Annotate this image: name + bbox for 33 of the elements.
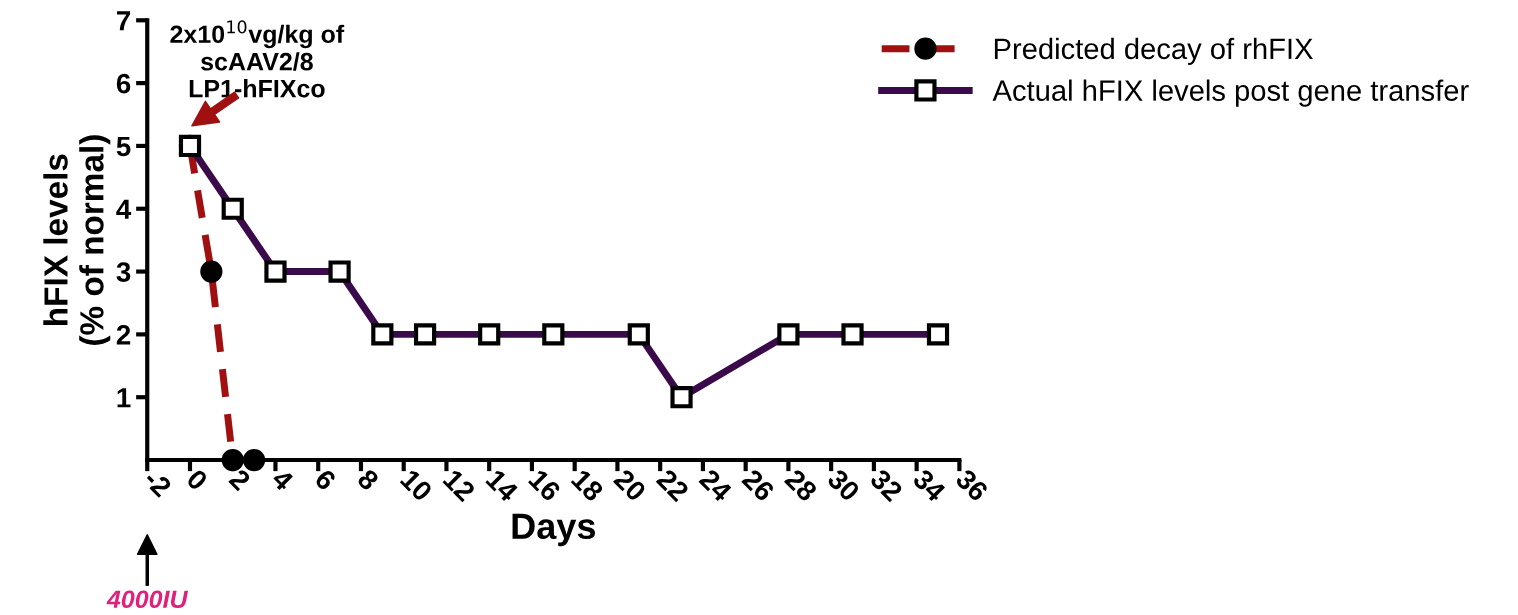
x-tick-label: 8 <box>356 467 380 492</box>
y-axis-title: hFIX levels (% of normal) <box>43 135 111 345</box>
x-tick-label: 34 <box>911 467 948 504</box>
y-tick-label: 4 <box>116 199 132 219</box>
x-tick-label: 6 <box>313 468 338 492</box>
x-tick-label: -2 <box>142 468 173 498</box>
legend-label: Actual hFIX levels post gene transfer <box>992 79 1469 107</box>
x-tick-label: 36 <box>954 467 990 503</box>
x-tick-label: 26 <box>741 468 776 503</box>
x-tick-label: 22 <box>655 468 690 503</box>
x-tick-label: 30 <box>826 467 861 503</box>
y-tick-label: 7 <box>117 11 131 31</box>
x-tick-label: 14 <box>485 468 520 503</box>
x-tick-label: 2 <box>228 468 252 492</box>
x-tick-label: 28 <box>783 468 819 503</box>
x-tick-label: 4 <box>270 467 295 492</box>
y-tick-label: 1 <box>117 388 131 408</box>
text: 4000IU <box>106 590 189 609</box>
x-tick-label: 20 <box>612 468 648 503</box>
legend-label: Predicted decay of rhFIX <box>994 37 1313 65</box>
y-tick-label: 2 <box>116 325 131 345</box>
annotation: 2x10$^{10}$vg/kg of scAAV2/8 LP1-hFIXco <box>170 20 345 98</box>
x-axis-title: Days <box>512 513 595 547</box>
x-tick-label: 32 <box>869 467 904 503</box>
x-tick-label: 24 <box>698 468 734 503</box>
x-tick-label: 18 <box>570 468 605 503</box>
y-tick-label: 6 <box>116 73 131 94</box>
y-tick-label: 5 <box>116 136 131 157</box>
x-tick-label: 16 <box>527 468 562 503</box>
y-tick-label: 3 <box>116 262 131 282</box>
x-tick-label: 0 <box>185 468 209 492</box>
x-tick-label: 12 <box>442 468 477 503</box>
x-tick-label: 10 <box>399 468 434 503</box>
